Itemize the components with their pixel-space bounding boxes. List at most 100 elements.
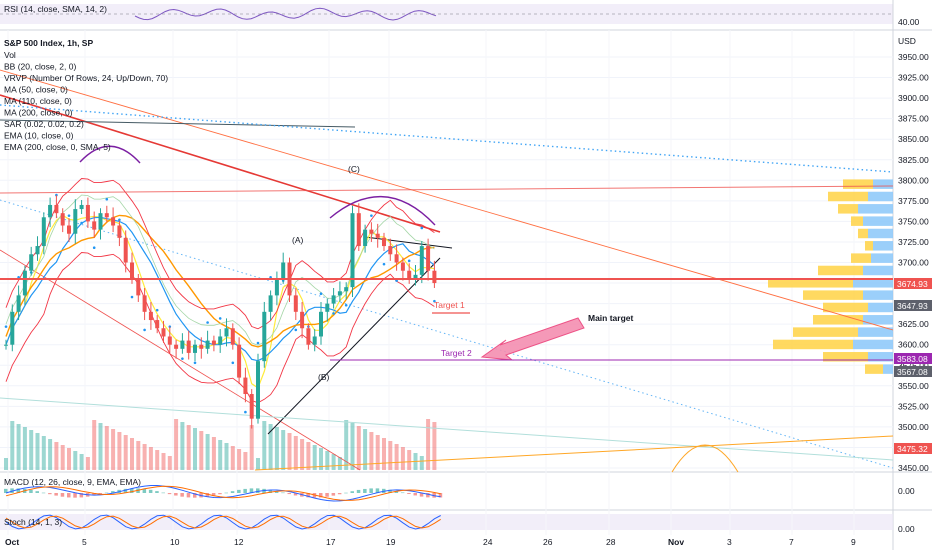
legend-item: VRVP (Number Of Rows, 24, Up/Down, 70)	[4, 73, 168, 83]
macd-signal-line	[5, 485, 441, 501]
vrvp-up-bar	[858, 228, 868, 239]
candle-body	[123, 237, 128, 263]
x-tick-label: 5	[82, 537, 87, 547]
macd-histogram-bar	[413, 493, 417, 496]
trendline-teal	[0, 397, 894, 461]
candle-body	[180, 340, 185, 349]
candle-body	[29, 254, 34, 271]
volume-bar	[331, 454, 336, 470]
macd-histogram-bar	[167, 493, 172, 495]
x-tick-label: 3	[727, 537, 732, 547]
keltner-line	[5, 194, 435, 346]
candle-body	[161, 328, 166, 337]
wave-b-label: (B)	[318, 372, 330, 382]
sar-dot	[206, 321, 209, 324]
candle-body	[312, 336, 317, 345]
sar-dot	[370, 214, 373, 217]
candle-body	[344, 287, 349, 292]
sar-dot	[118, 218, 121, 222]
macd-histogram-bar	[375, 488, 380, 493]
macd-value: 0.00	[898, 486, 915, 496]
x-tick-label: 7	[789, 537, 794, 547]
stoch-series	[5, 514, 441, 530]
vrvp-down-bar	[873, 179, 893, 189]
candle-body	[274, 278, 279, 296]
macd-histogram-bar	[230, 491, 235, 493]
volume-bar	[274, 427, 279, 470]
legend-item: Vol	[4, 50, 16, 60]
y-tick-label: 3750.00	[898, 216, 929, 226]
volume-bar	[180, 422, 185, 470]
volume-bar	[375, 435, 380, 470]
macd-histogram-bar	[92, 493, 96, 496]
candle-body	[111, 217, 116, 226]
volume-bar	[205, 434, 210, 470]
candle-body	[193, 344, 197, 353]
badge-l3-bg	[894, 366, 932, 377]
macd-histogram-bar	[400, 492, 405, 494]
vrvp-up-bar	[768, 278, 853, 288]
sar-dot	[433, 299, 436, 303]
volume-bar	[237, 449, 242, 470]
trendline-wedge-low	[267, 257, 441, 435]
sar-dot	[143, 328, 146, 332]
macd-histogram-bar	[35, 491, 39, 493]
macd-histogram-bar	[123, 488, 128, 493]
candle-body	[92, 221, 97, 230]
macd-histogram-bar	[180, 493, 184, 497]
macd-histogram-bar	[407, 493, 411, 495]
candle-body	[35, 246, 40, 255]
x-tick-label: Nov	[668, 537, 684, 547]
macd-histogram-bar	[274, 491, 279, 493]
trendline-ma200	[0, 94, 441, 233]
candle-body	[300, 311, 305, 329]
sar-dot	[130, 295, 134, 299]
macd-histogram-bar	[54, 493, 58, 496]
legend-item: BB (20, close, 2, 0)	[4, 62, 76, 72]
volume-bar	[211, 437, 216, 470]
vrvp-down-bar	[863, 216, 893, 226]
macd-histogram-bar	[73, 493, 77, 498]
volume-profile	[768, 179, 893, 374]
macd-histogram-bar	[161, 492, 165, 494]
candle-body	[388, 246, 393, 255]
vrvp-down-bar	[858, 327, 893, 337]
vrvp-up-bar	[823, 302, 868, 313]
sar-dot	[382, 262, 386, 266]
sar-dot	[193, 361, 197, 365]
x-tick-label: 24	[483, 537, 493, 547]
bb-lower-line	[5, 252, 435, 404]
macd-histogram-bar	[426, 493, 430, 498]
rsi-path	[134, 7, 437, 21]
volume-bar	[60, 445, 65, 470]
candle-body	[60, 213, 65, 226]
volume-bar	[287, 433, 292, 470]
volume-bar	[426, 419, 431, 470]
vrvp-up-bar	[843, 179, 873, 189]
sar-dot	[231, 361, 235, 365]
y-tick-label: 3600.00	[898, 340, 929, 350]
main-target-arrow	[480, 317, 585, 361]
stoch-band	[0, 514, 893, 530]
rsi-label: RSI (14, close, SMA, 14, 2)	[4, 4, 107, 14]
sar-dot	[4, 325, 8, 328]
vrvp-down-bar	[868, 302, 893, 313]
macd-histogram-bar	[16, 488, 21, 493]
macd-histogram-bar	[48, 493, 52, 495]
resistance-line	[0, 185, 894, 194]
candle-body	[363, 229, 368, 247]
candle-body	[199, 344, 204, 349]
macd-histogram-bar	[363, 488, 367, 493]
vrvp-down-bar	[863, 315, 893, 325]
macd-series	[4, 485, 443, 502]
candle-body	[186, 340, 191, 353]
volume-bar	[281, 430, 286, 470]
trendline-amber	[254, 435, 894, 471]
macd-histogram-bar	[98, 493, 102, 495]
macd-histogram-bar	[325, 493, 329, 497]
macd-histogram-bar	[111, 491, 115, 493]
volume-bar	[142, 444, 147, 470]
vrvp-up-bar	[813, 315, 863, 325]
volume-bar	[350, 423, 355, 470]
